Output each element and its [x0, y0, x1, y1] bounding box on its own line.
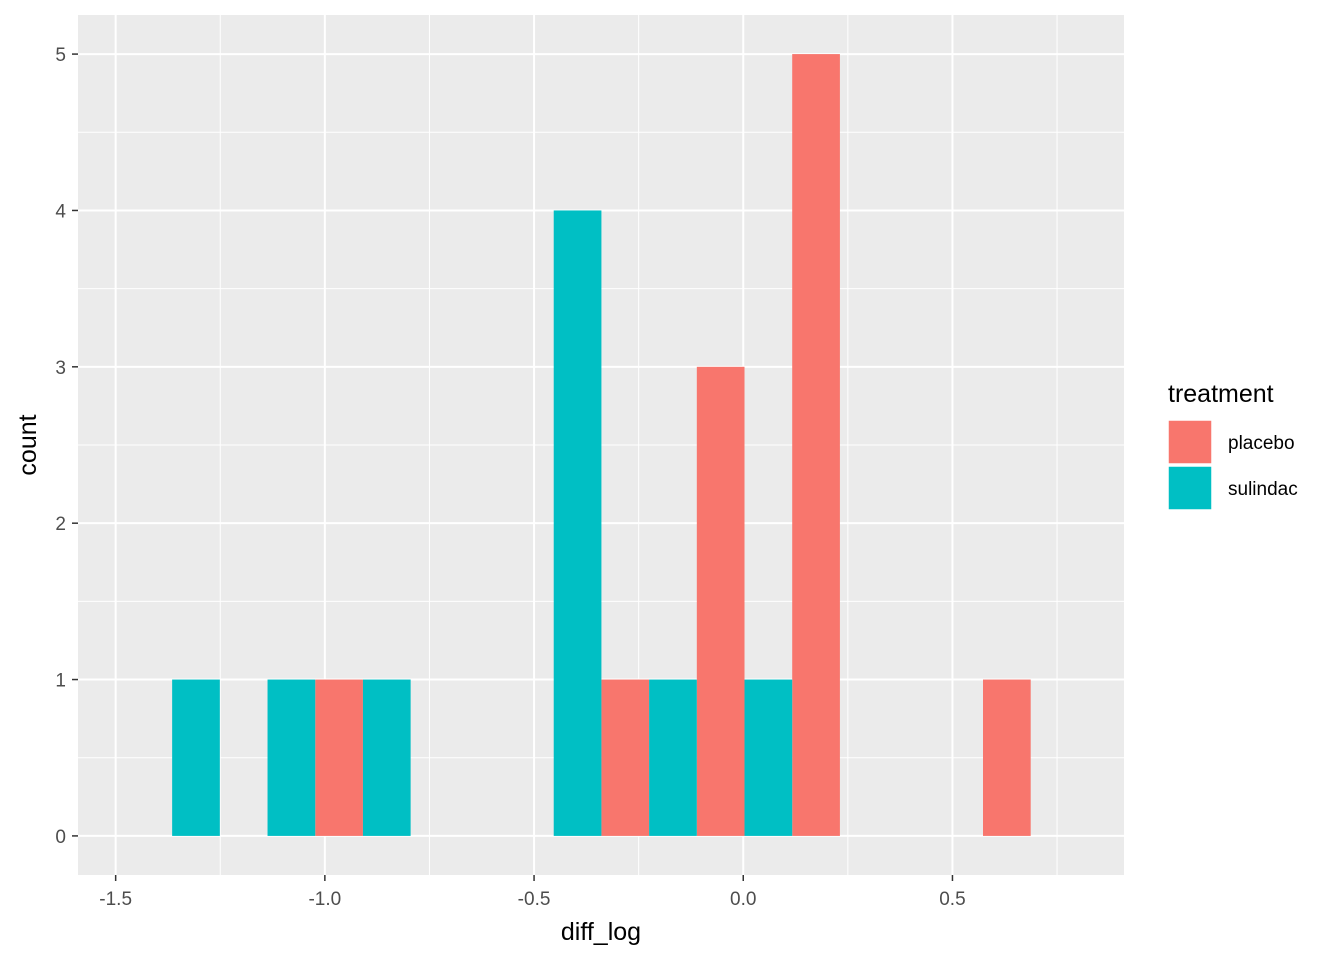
y-tick-label: 3 [55, 358, 66, 379]
legend-title: treatment [1168, 380, 1274, 408]
bar-sulindac [362, 679, 411, 836]
y-tick-label: 4 [55, 201, 66, 222]
legend-label-sulindac: sulindac [1228, 479, 1298, 500]
x-tick-label: -1.0 [308, 889, 341, 910]
y-axis: 0 1 2 3 4 5 [55, 45, 78, 848]
x-axis-title: diff_log [561, 918, 641, 946]
x-axis: -1.5 -1.0 -0.5 0.0 0.5 [99, 875, 966, 910]
x-tick-label: -1.5 [99, 889, 132, 910]
legend: treatment placebo sulindac [1167, 380, 1298, 511]
bar-sulindac [744, 679, 793, 836]
bar-placebo [696, 366, 745, 836]
y-tick-label: 1 [55, 671, 66, 692]
bar-sulindac [649, 679, 697, 836]
bar-placebo [792, 54, 840, 836]
x-tick-label: -0.5 [518, 889, 551, 910]
bar-sulindac [553, 210, 602, 836]
legend-key-sulindac [1167, 465, 1213, 511]
x-tick-label: 0.5 [939, 889, 965, 910]
bars [172, 54, 1031, 836]
bar-sulindac [267, 679, 316, 836]
y-axis-title: count [14, 414, 42, 475]
bar-sulindac [172, 679, 220, 836]
bar-placebo [601, 679, 650, 836]
x-tick-label: 0.0 [730, 889, 756, 910]
y-tick-label: 5 [55, 45, 66, 66]
legend-key-placebo [1167, 419, 1213, 465]
bar-placebo [315, 679, 363, 836]
y-tick-label: 2 [55, 514, 66, 535]
bar-placebo [982, 679, 1031, 836]
y-tick-label: 0 [55, 827, 66, 848]
legend-label-placebo: placebo [1228, 433, 1295, 454]
